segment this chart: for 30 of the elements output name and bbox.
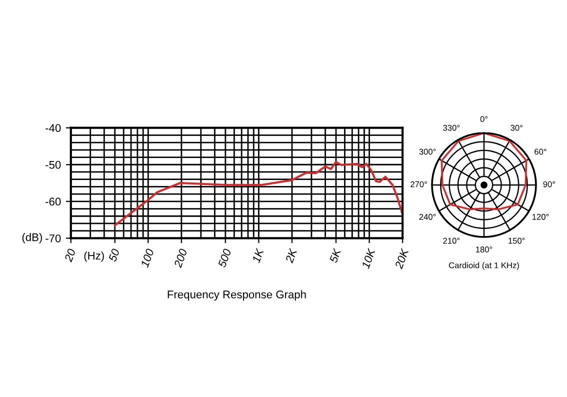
x-tick-label: 50 bbox=[108, 248, 120, 262]
x-tick-label: 20 bbox=[64, 248, 76, 262]
x-tick-label: 5K bbox=[329, 248, 342, 264]
x-tick-label: 200 bbox=[174, 248, 188, 268]
spoke-label: 0° bbox=[480, 116, 488, 122]
y-tick-label: -60 bbox=[46, 198, 61, 206]
spoke-label: 180° bbox=[476, 246, 492, 252]
spoke-label: 90° bbox=[543, 181, 555, 188]
text: Frequency Response Graph bbox=[168, 290, 306, 301]
y-tick-label: -70 bbox=[46, 234, 61, 242]
x-tick-label: 1K bbox=[252, 248, 264, 264]
spoke-label: 270° bbox=[410, 181, 427, 188]
spoke-label: 330° bbox=[443, 124, 460, 131]
spoke-label: 210° bbox=[443, 238, 460, 244]
spoke-label: 240° bbox=[419, 214, 436, 220]
x-tick-label: 20K bbox=[394, 248, 409, 270]
x-tick-label: 500 bbox=[218, 248, 232, 268]
spoke-label: 150° bbox=[508, 238, 525, 244]
x-tick-label: 10K bbox=[361, 248, 376, 270]
y-tick-label: -50 bbox=[46, 160, 61, 169]
y-axis-title: (dB) bbox=[22, 233, 42, 244]
spoke-label: 60° bbox=[534, 148, 546, 155]
y-tick-label: -40 bbox=[46, 124, 61, 132]
spoke-label: 120° bbox=[532, 214, 549, 220]
text: Cardioid (at 1 KHz) bbox=[448, 262, 519, 270]
spoke-label: 30° bbox=[510, 124, 522, 131]
spoke-label: 300° bbox=[419, 148, 436, 155]
x-axis-title: (Hz) bbox=[84, 251, 104, 262]
x-tick-label: 2K bbox=[285, 248, 298, 264]
x-tick-label: 100 bbox=[140, 248, 154, 268]
